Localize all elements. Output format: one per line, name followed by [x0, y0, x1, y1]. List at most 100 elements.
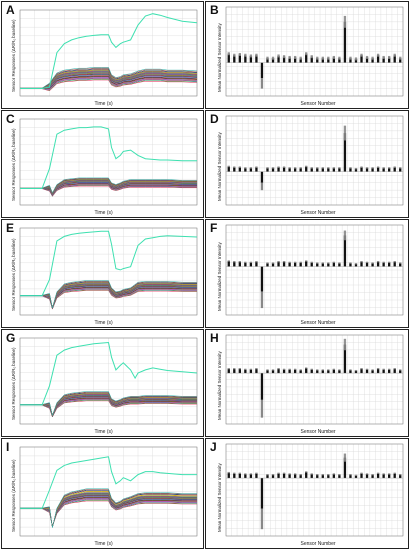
- x-axis-label: Sensor Number: [300, 101, 336, 107]
- error-bar: [382, 167, 385, 169]
- bar: [316, 474, 319, 479]
- error-bar: [388, 167, 391, 169]
- error-bar: [327, 56, 330, 60]
- bar: [305, 471, 308, 479]
- bar: [338, 263, 341, 267]
- error-bar: [299, 473, 302, 476]
- bar: [388, 57, 391, 63]
- error-bar: [360, 368, 363, 370]
- bar: [332, 57, 336, 63]
- bar: [365, 57, 369, 63]
- error-bar: [382, 261, 385, 264]
- bar: [382, 57, 385, 63]
- error-bar: [266, 167, 269, 169]
- bar: [293, 369, 297, 374]
- error-bar: [332, 167, 336, 169]
- bar: [227, 53, 230, 63]
- bar-chart-f: [225, 224, 404, 316]
- bar: [354, 475, 358, 479]
- error-bar: [327, 167, 330, 169]
- error-bar: [338, 369, 341, 371]
- error-bar: [271, 473, 275, 476]
- error-bar: [227, 52, 230, 56]
- error-bar: [271, 369, 275, 371]
- bar: [260, 171, 264, 183]
- error-bar: [233, 261, 236, 263]
- error-bar: [288, 261, 291, 264]
- bar: [327, 167, 330, 172]
- error-bar: [305, 367, 308, 369]
- error-bar: [282, 166, 286, 168]
- bar: [393, 167, 396, 172]
- bar: [305, 261, 308, 267]
- error-bar: [338, 167, 341, 169]
- x-axis-label: Sensor Number: [300, 429, 336, 435]
- bar: [343, 457, 347, 479]
- error-bar: [266, 473, 269, 476]
- panel-a: A Sensor Responses (ΔR/R₀ baseline) Time (…: [1, 1, 204, 109]
- bar: [382, 473, 385, 479]
- bar: [288, 57, 291, 63]
- bar: [293, 473, 297, 479]
- error-bar: [365, 368, 369, 370]
- bar: [249, 369, 253, 374]
- bar: [316, 369, 319, 374]
- error-bar: [305, 471, 308, 473]
- bar: [244, 167, 247, 172]
- error-bar: [244, 261, 247, 264]
- bar: [227, 166, 230, 172]
- bar: [365, 473, 369, 479]
- bar: [399, 58, 402, 63]
- dominant-sensor-trace: [20, 126, 197, 189]
- bar: [249, 55, 253, 63]
- error-bar: [316, 473, 319, 476]
- error-bar: [327, 369, 330, 371]
- error-bar: [238, 52, 241, 56]
- bar: [310, 369, 313, 374]
- bar: [233, 473, 236, 479]
- error-bar: [388, 368, 391, 370]
- bar: [255, 368, 258, 374]
- error-bar: [399, 369, 402, 371]
- y-axis-label: Mean Normalized Sensor Intensity: [217, 132, 222, 201]
- error-bar: [249, 54, 253, 58]
- bar: [393, 368, 396, 374]
- bar: [255, 55, 258, 63]
- error-bar: [282, 368, 286, 370]
- dominant-sensor-trace: [20, 230, 198, 297]
- error-bar: [376, 368, 380, 370]
- error-bar: [293, 473, 297, 475]
- error-bar: [343, 338, 347, 351]
- panel-label-c: C: [6, 112, 15, 126]
- bar: [321, 263, 324, 267]
- bar: [360, 261, 363, 267]
- y-axis-label: Sensor Responses (ΔR/R₀ baseline): [11, 238, 16, 311]
- x-axis-label: Sensor Number: [300, 320, 336, 326]
- bar: [238, 473, 241, 479]
- error-bar: [354, 369, 358, 372]
- error-bar: [293, 368, 297, 370]
- bar: [238, 368, 241, 374]
- y-axis-label: Mean Normalized Sensor Intensity: [217, 242, 222, 311]
- error-bar: [343, 453, 347, 462]
- error-bar: [371, 369, 374, 371]
- bar: [332, 473, 336, 479]
- bar: [332, 369, 336, 374]
- bar: [266, 474, 269, 479]
- error-bar: [255, 261, 258, 263]
- error-bar: [393, 261, 396, 263]
- bar: [277, 473, 280, 479]
- error-bar: [349, 369, 352, 371]
- error-bar: [316, 56, 319, 60]
- error-bar: [305, 260, 308, 262]
- error-bar: [255, 53, 258, 57]
- error-bar: [388, 261, 391, 264]
- error-bar: [376, 53, 380, 57]
- error-bar: [277, 472, 280, 474]
- error-bar: [360, 166, 363, 168]
- bar: [299, 262, 302, 267]
- bar: [360, 55, 363, 63]
- error-bar: [310, 167, 313, 169]
- bar: [382, 369, 385, 374]
